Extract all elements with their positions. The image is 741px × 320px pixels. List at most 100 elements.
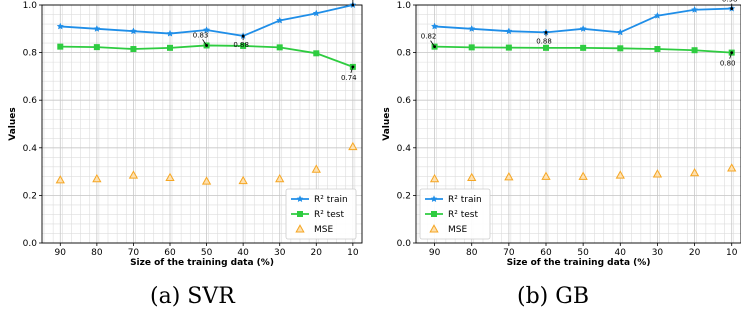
- annotation-label: 0.88: [233, 41, 249, 49]
- x-tick-label: 20: [311, 248, 323, 258]
- x-tick-label: 50: [577, 248, 589, 258]
- y-tick-label: 1.0: [397, 1, 412, 11]
- data-point: [690, 5, 699, 13]
- data-point: [311, 164, 321, 173]
- annotation-arrow-head: [730, 51, 734, 54]
- data-point: [93, 24, 101, 32]
- plot-frame: [415, 4, 741, 244]
- data-point: [541, 171, 551, 180]
- legend: R² train R² test MSE: [419, 188, 491, 240]
- data-point: [505, 44, 512, 51]
- data-point: [617, 45, 624, 52]
- x-tick-label: 80: [91, 248, 103, 258]
- data-point: [129, 27, 138, 35]
- legend-label: R² test: [448, 210, 478, 220]
- plot-frame: [41, 4, 363, 244]
- data-point: [240, 42, 247, 49]
- x-tick-label: 40: [237, 248, 249, 258]
- data-point: [238, 175, 248, 185]
- data-point: [691, 47, 698, 54]
- legend-label: R² test: [314, 210, 344, 220]
- data-point: [130, 46, 137, 53]
- data-point: [616, 28, 624, 36]
- legend: R² train R² test MSE: [285, 188, 357, 240]
- caption-gb: (b) GB: [517, 284, 589, 309]
- data-point: [55, 175, 65, 184]
- legend-swatch-marker: [429, 224, 439, 233]
- y-tick-label: 0.2: [397, 191, 411, 201]
- annotation-label: 0.80: [720, 60, 736, 68]
- annotation-arrow-head: [351, 3, 355, 7]
- x-tick-label: 90: [429, 248, 441, 258]
- x-tick-label: 10: [347, 248, 359, 258]
- data-point: [276, 16, 284, 24]
- y-tick-label: 0.4: [397, 144, 412, 154]
- data-point: [57, 43, 64, 50]
- data-point: [467, 172, 477, 182]
- annotation-label: 0.88: [536, 37, 552, 45]
- y-tick-label: 0.0: [23, 239, 38, 249]
- x-tick-label: 40: [615, 248, 627, 258]
- caption-svr: (a) SVR: [150, 284, 235, 309]
- annotation-label: 0.82: [421, 33, 437, 41]
- annotation-label: 0.74: [341, 74, 357, 82]
- x-tick-label: 80: [466, 248, 478, 258]
- annotation-arrow-head: [730, 7, 734, 10]
- data-point: [654, 46, 661, 53]
- legend-box: [285, 188, 357, 240]
- data-point: [93, 44, 100, 51]
- data-point: [653, 11, 662, 19]
- data-point: [430, 22, 439, 30]
- annotation-arrow-head: [241, 34, 245, 38]
- data-point: [128, 170, 139, 179]
- x-tick-label: 90: [55, 248, 67, 258]
- series-mse: [429, 163, 737, 183]
- legend-label: MSE: [448, 225, 467, 235]
- legend-box: [419, 188, 491, 240]
- data-point: [543, 44, 549, 51]
- annotation-arrow-head: [433, 45, 436, 49]
- annotation-label: 0.83: [193, 31, 209, 39]
- annotation-arrow-head: [351, 65, 355, 69]
- series-mse: [55, 141, 358, 185]
- x-tick-label: 30: [652, 248, 664, 258]
- annotation-arrow-head: [205, 44, 208, 47]
- data-point: [504, 172, 514, 181]
- chart-panel-svr: 0.0 0.2 0.4 0.6 0.8 1.0 90 80 70 60 50 40 30 20 10 Size…: [8, 0, 363, 268]
- y-axis-title: Values: [382, 107, 392, 141]
- data-point: [578, 171, 588, 180]
- legend-label: MSE: [314, 225, 333, 235]
- data-point: [652, 169, 663, 178]
- x-tick-label: 10: [726, 248, 738, 258]
- legend-label: R² train: [448, 195, 482, 205]
- legend-swatch-marker: [431, 211, 437, 217]
- y-tick-label: 0.2: [23, 191, 37, 201]
- y-axis-title: Values: [8, 107, 18, 141]
- y-tick-label: 0.6: [23, 96, 38, 106]
- annotation-arrow-head: [544, 30, 548, 34]
- x-tick-label: 70: [128, 248, 140, 258]
- x-tick-label: 60: [164, 248, 176, 258]
- legend-label: R² train: [314, 195, 348, 205]
- legend-swatch-marker: [430, 195, 438, 203]
- legend-swatch-marker: [295, 224, 305, 233]
- y-tick-label: 0.6: [397, 96, 412, 106]
- data-point: [312, 9, 320, 17]
- legend-swatch-marker: [296, 195, 304, 203]
- x-axis-title: Size of the training data (%): [507, 258, 651, 268]
- data-point: [579, 24, 587, 32]
- series-r2-train: [430, 4, 736, 36]
- data-point: [276, 44, 283, 51]
- x-axis-title: Size of the training data (%): [130, 258, 274, 268]
- x-tick-label: 50: [201, 248, 213, 258]
- data-point: [348, 141, 358, 151]
- data-point: [275, 173, 285, 183]
- annotation-label: 0.98: [722, 0, 738, 4]
- x-tick-label: 60: [540, 248, 552, 258]
- data-point: [202, 26, 211, 34]
- data-point: [580, 44, 587, 51]
- data-point: [165, 172, 175, 182]
- y-tick-label: 0.8: [397, 49, 412, 59]
- legend-swatch-marker: [297, 211, 303, 217]
